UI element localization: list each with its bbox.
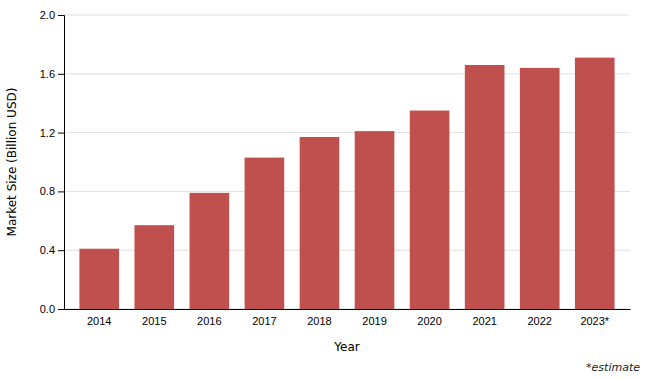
x-tick: 2017 [252,315,276,327]
y-tick: 0.0 [40,303,64,315]
y-tick-mark [58,133,64,134]
y-tick-mark [58,74,64,75]
y-tick-label: 0.0 [40,303,55,315]
y-axis-line [58,16,65,310]
y-tick-label: 1.2 [40,127,55,139]
bar [190,193,230,309]
y-tick-mark [58,250,64,251]
x-axis-title: Year [333,340,359,354]
bar [355,131,395,309]
x-tick-label: 2019 [362,315,386,327]
y-tick: 0.4 [40,244,64,256]
bar [79,249,119,309]
y-tick-mark [58,191,64,192]
y-tick: 1.2 [40,127,64,139]
x-tick-label: 2020 [417,315,441,327]
bar [245,158,285,309]
x-tick-label: 2018 [307,315,331,327]
x-tick-label: 2022 [527,315,551,327]
grid [64,15,630,309]
y-tick-mark [58,15,64,16]
y-tick-label: 0.4 [40,244,55,256]
x-tick-label: 2014 [87,315,111,327]
y-tick-label: 1.6 [40,68,55,80]
x-tick: 2016 [197,315,221,327]
bar [520,68,560,309]
x-tick: 2021 [472,315,496,327]
y-tick: 1.6 [40,68,64,80]
x-tick: 2023* [580,315,609,327]
plot: 2014 2015 2016 2017 2018 2019 2020 2021 2022 2023… [40,9,631,327]
x-tick: 2018 [307,315,331,327]
x-tick-label: 2023* [580,315,609,327]
y-tick-mark [58,309,64,310]
bars [79,58,614,309]
grid-line [64,15,630,16]
y-tick: 2.0 [40,9,64,21]
x-tick-label: 2016 [197,315,221,327]
x-axis: 2014 2015 2016 2017 2018 2019 2020 2021 2022 2023… [65,310,631,327]
x-tick: 2022 [527,315,551,327]
x-axis-line [65,309,631,310]
chart: 2014 2015 2016 2017 2018 2019 2020 2021 2022 2023… [0,0,650,379]
annotation: *estimate [586,361,640,374]
x-tick: 2020 [417,315,441,327]
y-tick-label: 0.8 [40,185,55,197]
x-tick-label: 2015 [142,315,166,327]
y-axis: 0.0 0.4 0.8 1.2 1.6 2.0 [40,9,65,315]
bar [300,137,340,309]
bar [465,65,505,309]
x-tick: 2019 [362,315,386,327]
bar [134,225,174,309]
bar [410,111,450,309]
y-axis-title: Market Size (Billion USD) [5,88,19,237]
x-tick: 2015 [142,315,166,327]
x-tick-label: 2017 [252,315,276,327]
y-tick: 0.8 [40,185,64,197]
bar [575,58,615,309]
x-tick: 2014 [87,315,111,327]
x-tick-label: 2021 [472,315,496,327]
y-tick-label: 2.0 [40,9,55,21]
